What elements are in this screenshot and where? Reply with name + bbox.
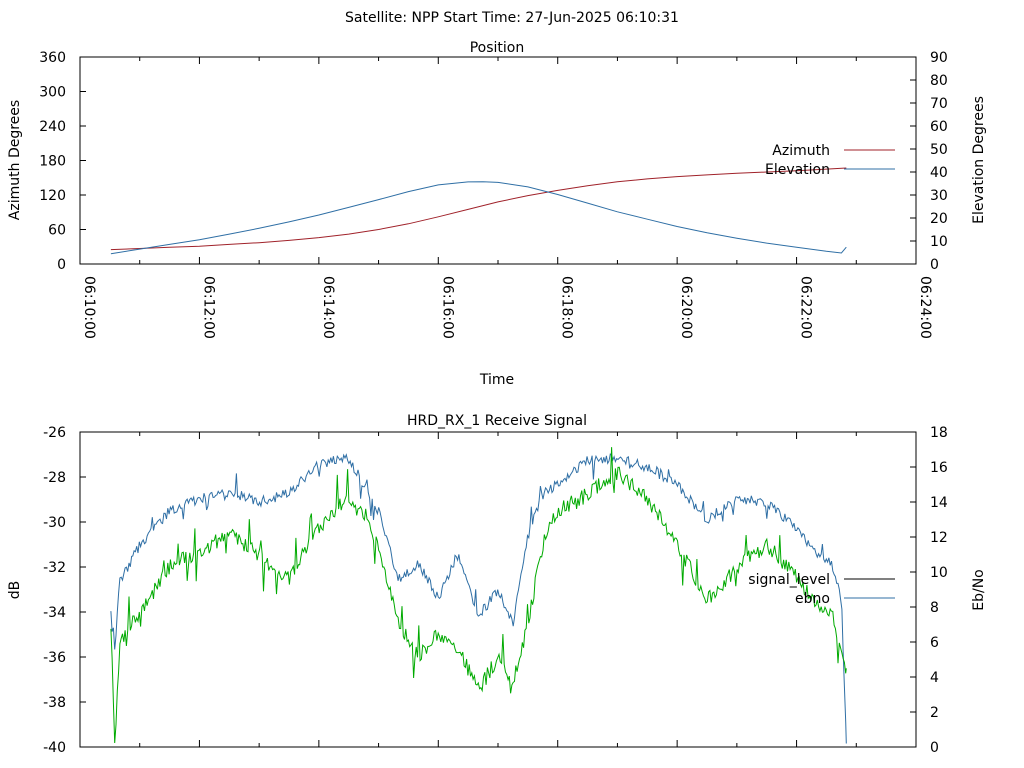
y2-tick-label: 16 [930,460,948,476]
y2-tick-label: 8 [930,600,939,616]
y2-tick-label: 70 [930,96,948,112]
y2-tick-label: 14 [930,495,948,511]
legend-label: signal_level [748,572,830,588]
series-line-unlabeled [110,447,847,744]
y-tick-label: -26 [43,425,66,441]
position-y2-axis-label: Elevation Degrees [971,96,987,224]
y-tick-label: 0 [57,257,66,273]
legend-label: Elevation [765,162,830,178]
position-chart-title: Position [470,40,525,56]
series-line-ebno [110,453,847,744]
y-tick-label: -36 [43,650,66,666]
receive-signal-chart-title: HRD_RX_1 Receive Signal [407,413,587,429]
y2-tick-label: 2 [930,705,939,721]
y-tick-label: 60 [48,223,66,239]
y2-tick-label: 4 [930,670,939,686]
position-series [110,167,847,255]
y2-tick-label: 60 [930,119,948,135]
y2-tick-label: 20 [930,211,948,227]
y-tick-label: 240 [39,119,66,135]
x-tick-label: 06:12:00 [200,276,216,339]
x-tick-label: 06:22:00 [798,276,814,339]
receive-signal-y-axis-label: dB [7,581,23,600]
x-tick-label: 06:10:00 [81,276,97,339]
y2-tick-label: 12 [930,530,948,546]
position-plot-frame [79,56,917,265]
y2-tick-label: 40 [930,165,948,181]
y2-tick-label: 90 [930,50,948,66]
y-tick-label: -32 [43,560,66,576]
legend-label: Azimuth [772,143,830,159]
position-x-axis-label: Time [479,372,514,388]
y-tick-label: -34 [43,605,66,621]
y-tick-label: -40 [43,740,66,756]
x-tick-label: 06:20:00 [678,276,694,339]
y2-tick-label: 18 [930,425,948,441]
y-tick-label: 120 [39,188,66,204]
y-tick-label: -38 [43,695,66,711]
position-y-axis-label: Azimuth Degrees [7,100,23,220]
y-tick-label: 180 [39,154,66,170]
y2-tick-label: 50 [930,142,948,158]
series-line-elevation [110,181,847,255]
y-tick-label: -30 [43,515,66,531]
series-line-azimuth [110,167,847,251]
y2-tick-label: 30 [930,188,948,204]
y-tick-label: -28 [43,470,66,486]
receive-signal-series [110,447,847,744]
y2-tick-label: 80 [930,73,948,89]
legend-label: ebno [795,591,830,607]
y-tick-label: 360 [39,50,66,66]
figure-title: Satellite: NPP Start Time: 27-Jun-2025 0… [345,10,679,26]
x-tick-label: 06:16:00 [439,276,455,339]
y2-tick-label: 10 [930,565,948,581]
receive-signal-y2-axis-label: Eb/No [971,569,987,611]
position-legend: Azimuth Elevation [765,143,895,178]
position-axes: 0 60 120 180 240 300 360 0 10 20 30 40 50 60 70 80 90 06:… [39,50,948,339]
y-tick-label: 300 [39,85,66,101]
y2-tick-label: 0 [930,257,939,273]
y2-tick-label: 10 [930,234,948,250]
y2-tick-label: 6 [930,635,939,651]
position-chart: Position 0 60 120 180 240 300 360 0 10 20 30 40 50 60… [7,40,987,388]
x-tick-label: 06:14:00 [320,276,336,339]
x-tick-label: 06:24:00 [917,276,933,339]
x-tick-label: 06:18:00 [559,276,575,339]
y2-tick-label: 0 [930,740,939,756]
receive-signal-axes: -40 -38 -36 -34 -32 -30 -28 -26 0 2 4 6 8 10 12 14 16 18 [43,425,948,756]
receive-signal-chart: HRD_RX_1 Receive Signal -40-38-36-34-32-… [7,413,987,756]
